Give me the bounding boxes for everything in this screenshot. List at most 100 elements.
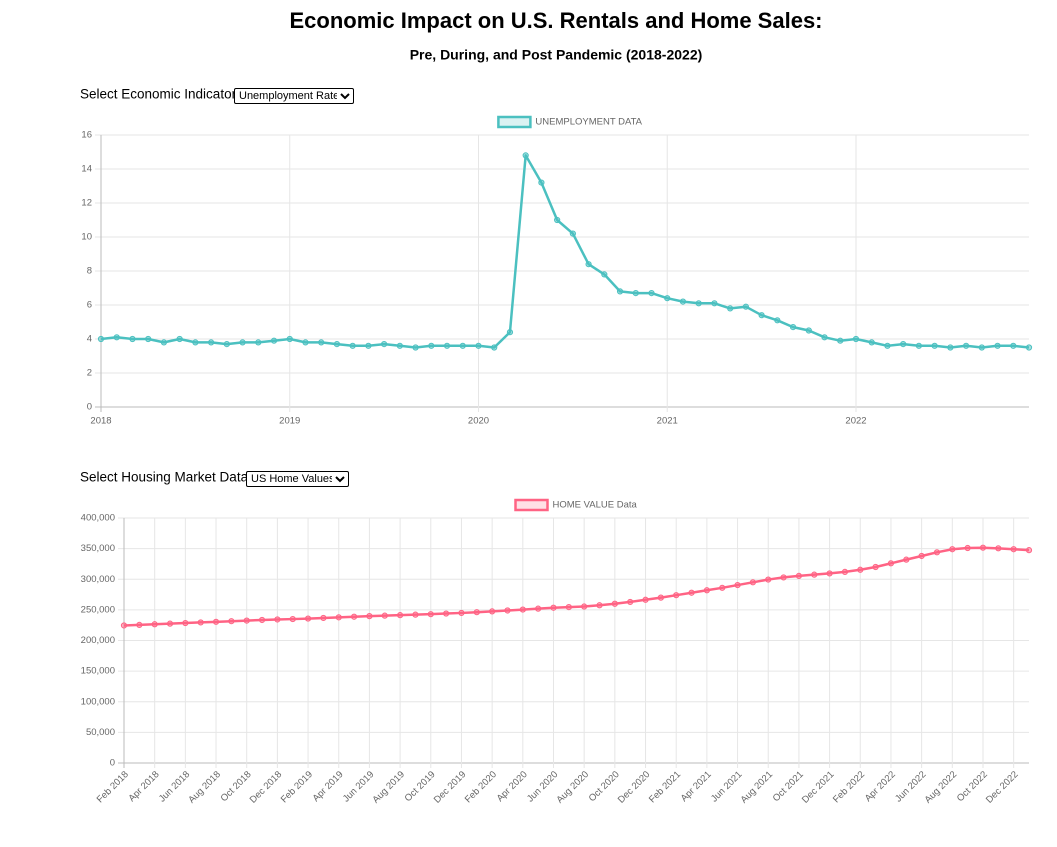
x-tick-label: Feb 2021 — [647, 769, 683, 805]
x-tick-label: Dec 2020 — [616, 769, 653, 806]
point — [270, 337, 278, 344]
point — [166, 620, 174, 627]
point — [805, 327, 812, 334]
point — [734, 581, 741, 589]
point — [1025, 547, 1033, 554]
point — [601, 271, 608, 278]
point — [365, 342, 372, 349]
point — [679, 298, 687, 305]
x-tick-label: Dec 2022 — [984, 769, 1021, 806]
point — [1025, 344, 1033, 351]
point — [491, 344, 498, 351]
x-tick-label: Apr 2019 — [311, 769, 346, 804]
point — [289, 615, 296, 623]
point — [129, 335, 136, 343]
x-tick-label: 2022 — [845, 416, 866, 427]
point — [688, 589, 695, 596]
point — [918, 552, 925, 560]
point — [673, 592, 680, 599]
point — [396, 342, 403, 349]
point — [274, 616, 281, 623]
point — [821, 334, 828, 341]
x-tick-label: Aug 2022 — [923, 769, 960, 806]
point — [333, 341, 341, 348]
y-tick-label: 6 — [87, 300, 92, 311]
housing-select[interactable]: US Home Values — [246, 471, 349, 487]
point — [550, 604, 557, 611]
y-tick-label: 8 — [87, 266, 92, 277]
point — [857, 566, 864, 573]
control-label: Select Economic Indicator: — [80, 87, 240, 102]
point — [887, 560, 895, 567]
y-tick-label: 400,000 — [81, 513, 115, 524]
y-tick-label: 16 — [81, 130, 92, 141]
point — [489, 608, 496, 615]
point — [443, 610, 450, 617]
point — [1010, 546, 1017, 553]
point — [742, 303, 749, 310]
point — [758, 312, 765, 319]
y-tick-label: 2 — [87, 368, 92, 379]
point — [569, 230, 576, 237]
point — [412, 611, 419, 618]
indicator-select[interactable]: Unemployment Rate — [234, 88, 354, 104]
line — [100, 154, 1030, 349]
point — [458, 609, 465, 617]
point — [711, 300, 718, 307]
point — [320, 614, 327, 622]
point — [627, 598, 634, 606]
point — [228, 618, 235, 625]
point — [258, 616, 266, 624]
y-tick-label: 200,000 — [81, 635, 115, 646]
y-tick-label: 0 — [87, 402, 92, 413]
point — [581, 603, 588, 610]
point — [642, 596, 649, 603]
point — [136, 621, 143, 628]
point — [915, 342, 922, 349]
point — [727, 305, 734, 312]
point — [868, 339, 875, 346]
x-tick-label: Feb 2018 — [95, 769, 131, 805]
point — [947, 344, 954, 351]
point — [519, 606, 526, 613]
point — [120, 622, 128, 629]
legend-swatch — [514, 498, 549, 512]
point — [565, 604, 572, 611]
point — [995, 545, 1002, 552]
y-tick-label: 150,000 — [81, 666, 115, 677]
point — [719, 584, 726, 591]
point — [749, 579, 756, 586]
point — [903, 556, 910, 563]
point — [648, 290, 655, 297]
point — [304, 615, 312, 622]
x-tick-label: Apr 2022 — [863, 769, 898, 804]
point — [208, 339, 215, 346]
point — [223, 341, 230, 348]
point — [212, 618, 220, 625]
point — [350, 613, 358, 620]
x-tick-label: Dec 2018 — [248, 769, 285, 806]
x-tick-label: Aug 2018 — [186, 769, 223, 806]
y-tick-label: 300,000 — [81, 574, 115, 585]
x-tick-label: 2018 — [90, 416, 111, 427]
point — [826, 570, 833, 577]
point — [632, 290, 639, 297]
point — [795, 572, 803, 579]
point — [664, 295, 671, 302]
point — [427, 611, 434, 618]
y-tick-label: 100,000 — [81, 696, 115, 707]
point — [286, 335, 293, 343]
x-tick-label: 2021 — [657, 416, 678, 427]
x-tick-label: Dec 2021 — [800, 769, 837, 806]
legend-swatch — [497, 115, 532, 129]
point — [192, 339, 199, 346]
point — [962, 342, 970, 349]
page-subtitle: Pre, During, and Post Pandemic (2018-202… — [410, 47, 703, 63]
point — [97, 335, 105, 343]
y-tick-label: 4 — [87, 334, 92, 345]
point — [554, 216, 561, 224]
point — [931, 342, 938, 349]
y-tick-label: 0 — [110, 758, 115, 769]
